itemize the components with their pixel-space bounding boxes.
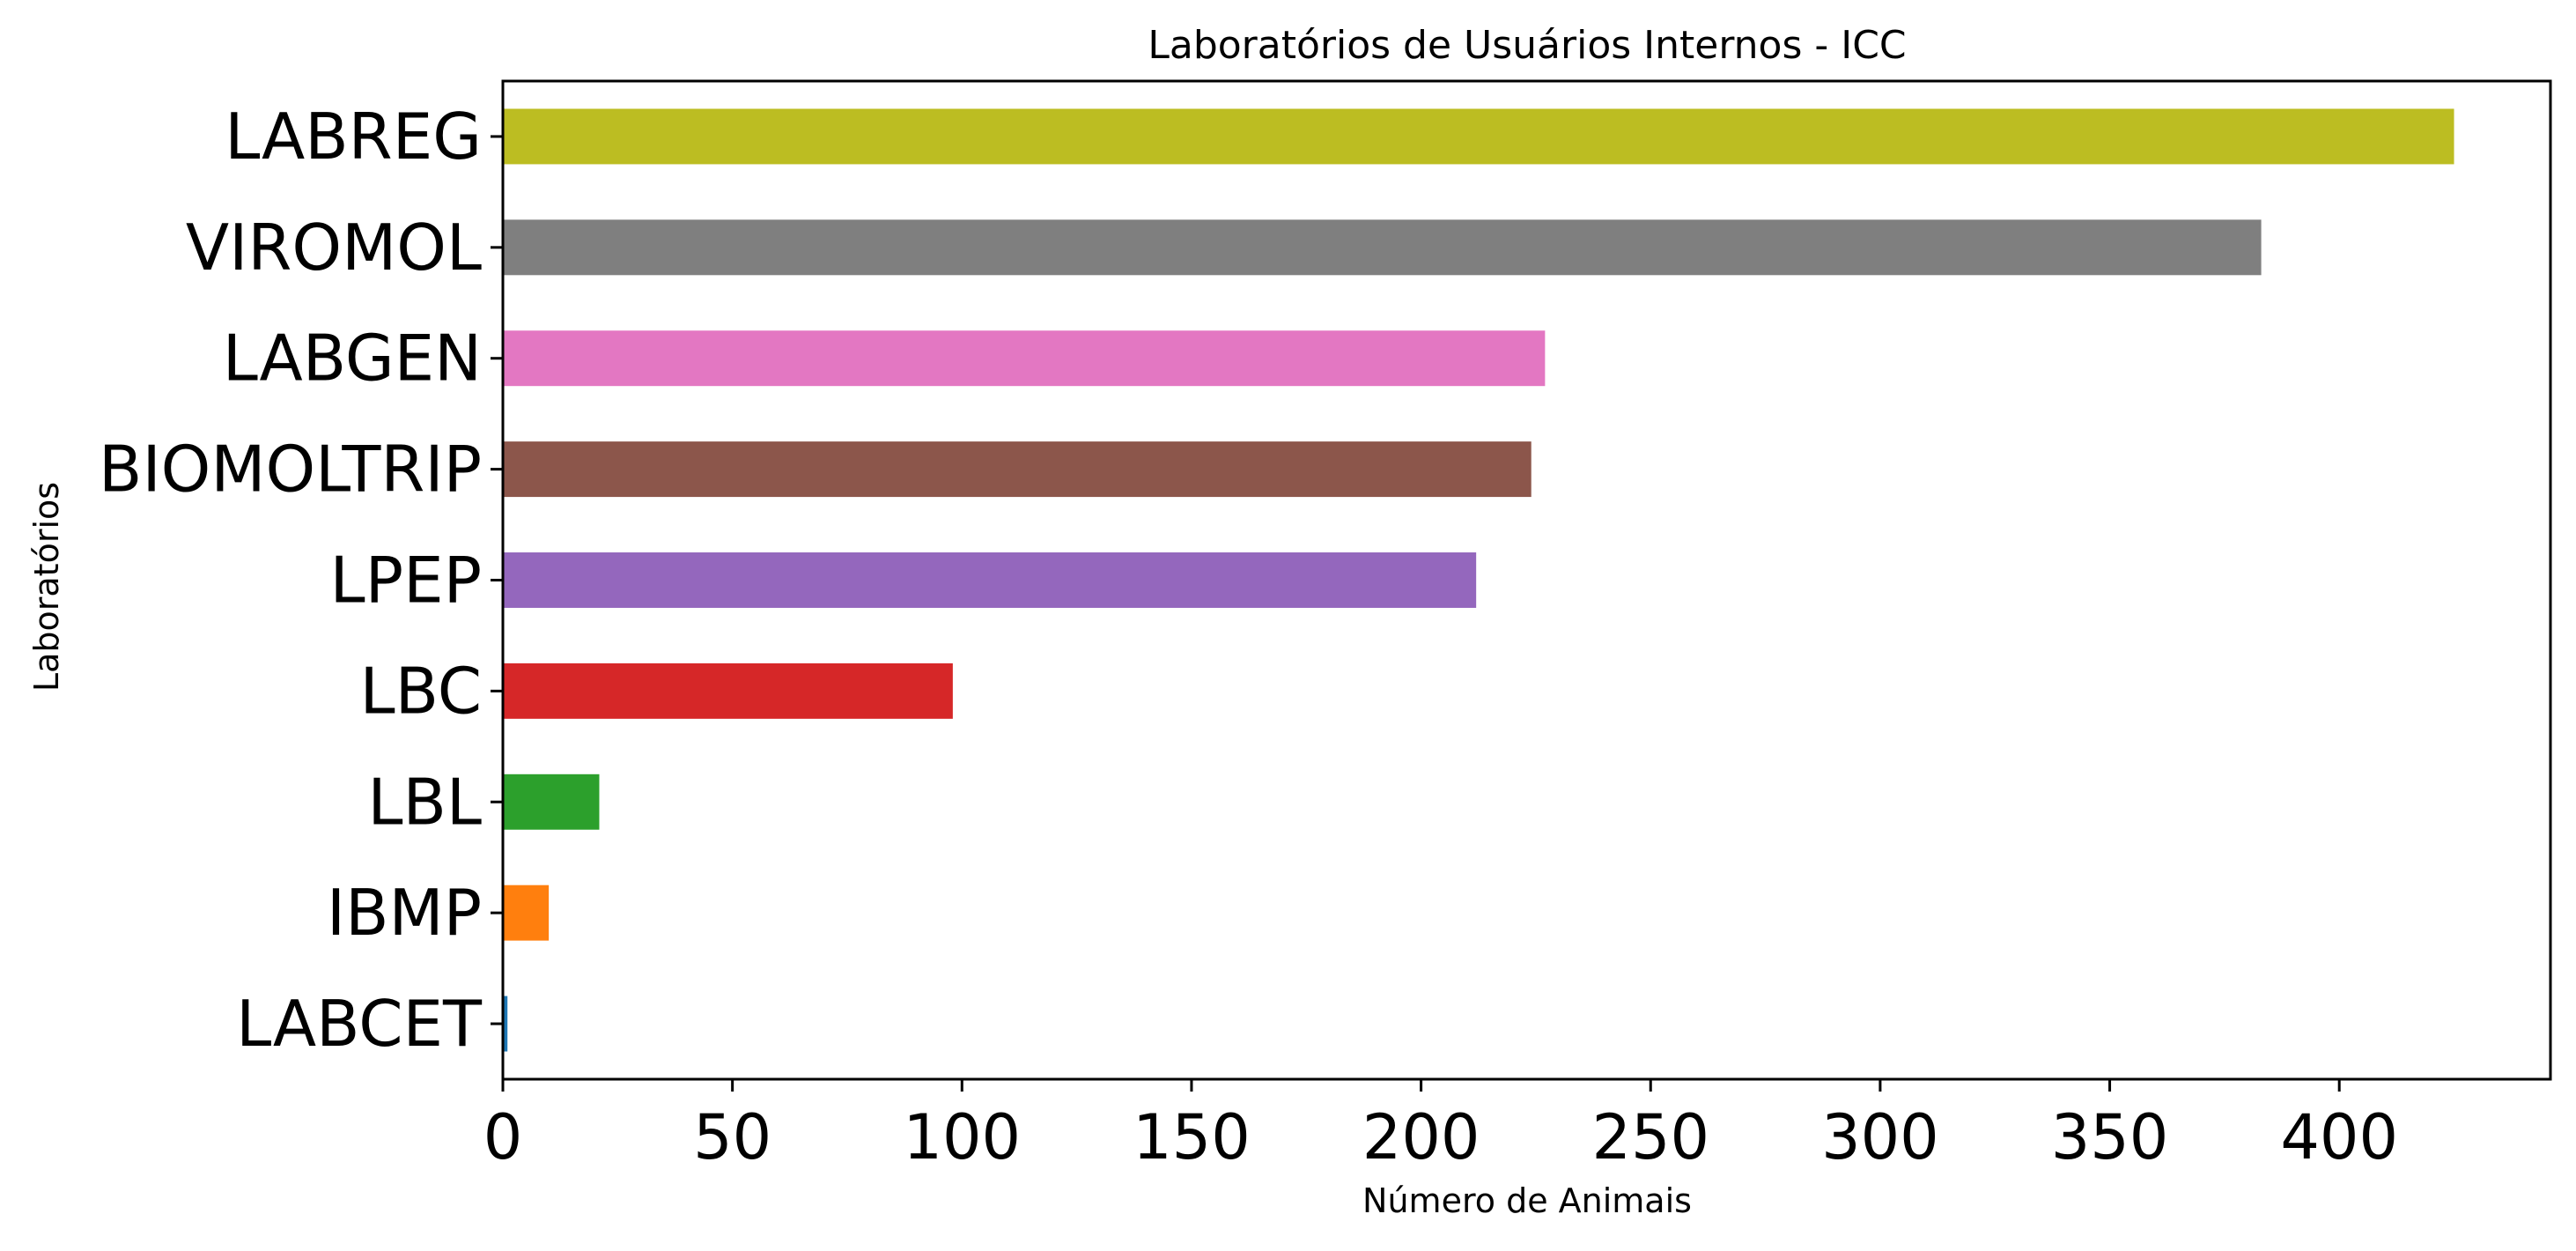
y-tick-label: IBMP (327, 876, 482, 950)
x-tick-label: 50 (693, 1101, 771, 1173)
bar-lpep (503, 552, 1477, 608)
x-axis: 0 50 100 150 200 250 300 350 400 (483, 1079, 2398, 1173)
y-tick-label: VIROMOL (186, 211, 482, 285)
bar-lbc (503, 663, 953, 719)
x-tick-label: 200 (1362, 1101, 1480, 1173)
bar-biomoltrip (503, 441, 1532, 498)
x-tick-label: 250 (1591, 1101, 1709, 1173)
y-tick-label: LPEP (330, 544, 482, 618)
y-tick-label: LABREG (225, 100, 482, 174)
bar-labgen (503, 330, 1546, 387)
chart-title: Laboratórios de Usuários Internos - ICC (1148, 23, 1906, 68)
x-tick-label: 0 (483, 1101, 523, 1173)
bar-lbl (503, 774, 600, 830)
x-tick-label: 400 (2280, 1101, 2398, 1173)
bar-ibmp (503, 885, 550, 941)
x-tick-label: 150 (1133, 1101, 1251, 1173)
y-tick-label: LABCET (236, 987, 483, 1061)
y-tick-label: LBL (367, 765, 482, 839)
bar-viromol (503, 219, 2262, 276)
x-axis-label: Número de Animais (1362, 1181, 1692, 1220)
y-axis-label: Laboratórios (27, 482, 66, 692)
bars-layer (503, 108, 2454, 1052)
bar-labcet (503, 996, 508, 1052)
x-tick-label: 100 (903, 1101, 1021, 1173)
y-axis: LABCET IBMP LBL LBC LPEP BIOMOLTRIP LABGEN VIRO… (99, 100, 503, 1061)
x-tick-label: 300 (1821, 1101, 1939, 1173)
bar-labreg (503, 108, 2454, 165)
x-tick-label: 350 (2051, 1101, 2169, 1173)
y-tick-label: LABGEN (223, 322, 482, 396)
y-tick-label: BIOMOLTRIP (99, 433, 482, 507)
y-tick-label: LBC (359, 654, 482, 728)
